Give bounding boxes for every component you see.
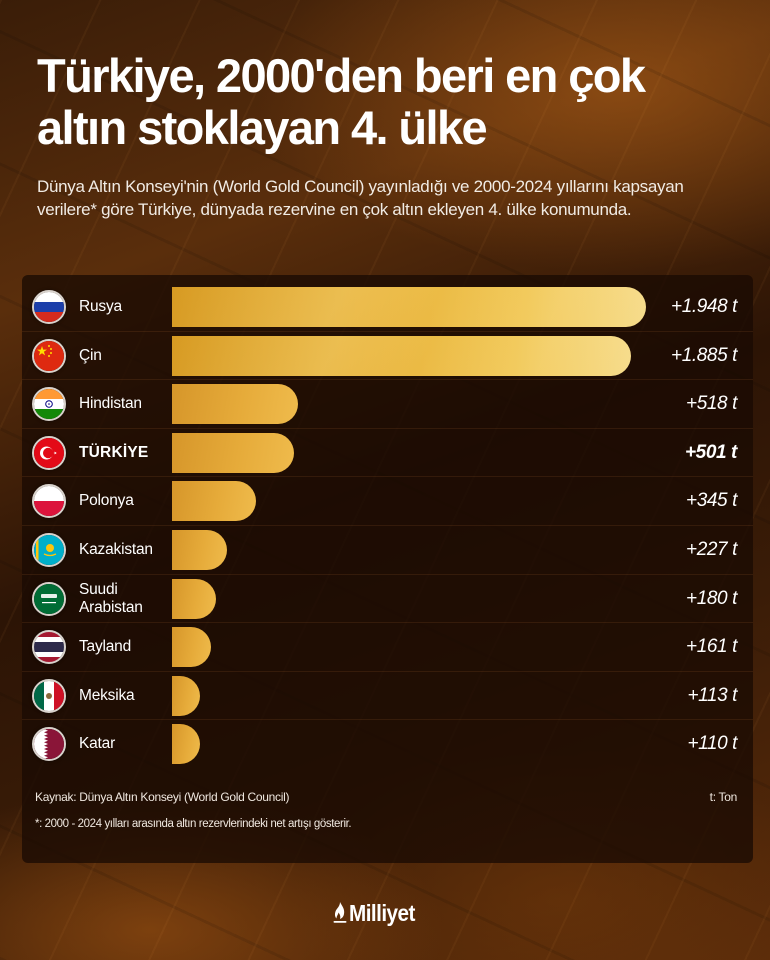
bar (172, 675, 200, 716)
bar (172, 529, 228, 570)
country-label: Tayland (79, 638, 132, 656)
thailand-flag-icon (32, 630, 66, 665)
value-label: +345 t (686, 490, 737, 512)
bar-track (172, 432, 652, 473)
country-label-text: Suudi Arabistan (79, 580, 143, 616)
bar (172, 335, 631, 376)
india-flag-icon (32, 387, 66, 422)
chart-row-rusya: Rusya +1.948 t (22, 283, 753, 332)
china-flag-icon (32, 338, 66, 373)
value-label: +110 t (687, 733, 737, 755)
value-label: +113 t (687, 684, 737, 706)
chart-row-kazakistan: Kazakistan +227 t (22, 526, 753, 575)
bar-track (172, 529, 652, 570)
value-label: +227 t (686, 538, 737, 560)
value-label: +501 t (684, 441, 737, 463)
poland-flag-icon (32, 484, 66, 519)
bar (172, 724, 200, 765)
chart-panel: Rusya +1.948 t Çin +1.885 t Hindistan (22, 275, 753, 863)
bar (172, 432, 294, 473)
bar-track (172, 481, 652, 522)
chart-row-katar: Katar +110 t (22, 720, 753, 769)
bar (172, 578, 216, 619)
bar-chart: Rusya +1.948 t Çin +1.885 t Hindistan (22, 283, 753, 769)
country-label: Polonya (79, 492, 134, 510)
unit-note: t: Ton (709, 790, 738, 804)
value-label: +1.885 t (671, 344, 737, 366)
value-label: +161 t (686, 636, 737, 658)
footnote: *: 2000 - 2024 yılları arasında altın re… (35, 818, 352, 830)
value-label: +180 t (686, 587, 737, 609)
country-label: TÜRKİYE (79, 443, 149, 461)
chart-row-meksika: Meksika +113 t (22, 672, 753, 721)
bar-track (172, 675, 652, 716)
source-note: Kaynak: Dünya Altın Konseyi (World Gold … (35, 790, 290, 804)
bar (172, 384, 299, 425)
chart-row-turkiye: TÜRKİYE +501 t (22, 429, 753, 478)
chart-row-polonya: Polonya +345 t (22, 477, 753, 526)
bar-track (172, 724, 652, 765)
value-label: +1.948 t (671, 296, 737, 317)
kazakhstan-flag-icon (32, 532, 66, 567)
subtitle: Dünya Altın Konseyi'nin (World Gold Coun… (37, 177, 684, 219)
chart-row-hindistan: Hindistan +518 t (22, 380, 753, 429)
country-label: Kazakistan (79, 540, 153, 558)
title-line-1: Türkiye, 2000'den beri en çok (37, 49, 646, 102)
flame-icon (333, 902, 347, 923)
chart-row-tayland: Tayland +161 t (22, 623, 753, 672)
bar-track (172, 287, 652, 327)
saudi-arabia-flag-icon (32, 581, 66, 616)
mexico-flag-icon (32, 678, 66, 713)
page-title: Türkiye, 2000'den beri en çok altın stok… (37, 50, 757, 154)
country-label: Meksika (79, 686, 135, 704)
turkey-flag-icon (32, 435, 66, 470)
logo-text: Milliyet (349, 899, 415, 926)
bar (172, 481, 256, 522)
country-label: Çin (79, 346, 102, 364)
chart-row-cin: Çin +1.885 t (22, 332, 753, 381)
milliyet-logo: Milliyet (333, 898, 422, 928)
country-label: Katar (79, 735, 116, 753)
bar (172, 627, 212, 668)
qatar-flag-icon (32, 727, 66, 762)
country-label: Rusya (79, 298, 122, 315)
country-label: Suudi Arabistan (79, 575, 159, 623)
bar (172, 287, 646, 327)
russia-flag-icon (32, 290, 66, 324)
chart-row-suudi-arabistan: Suudi Arabistan +180 t (22, 575, 753, 624)
bar-track (172, 627, 652, 668)
value-label: +518 t (686, 393, 737, 415)
title-line-2: altın stoklayan 4. ülke (37, 101, 488, 154)
country-label: Hindistan (79, 395, 142, 413)
bar-track (172, 578, 652, 619)
bar-track (172, 335, 652, 376)
bar-track (172, 384, 652, 425)
